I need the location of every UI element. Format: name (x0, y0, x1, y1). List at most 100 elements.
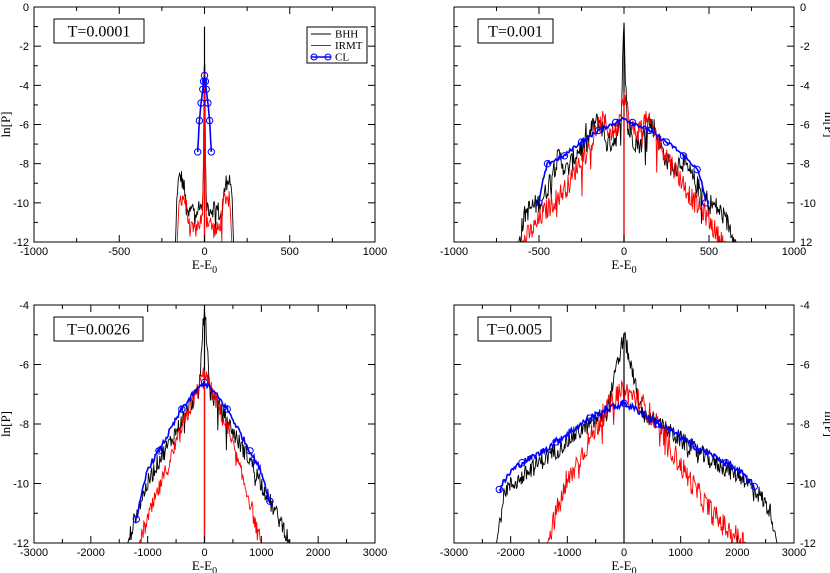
y-tick-label: -6 (800, 360, 810, 372)
panel-title: T=0.0001 (68, 24, 131, 41)
x-tick-label: 3000 (782, 547, 806, 559)
cl-marker (155, 447, 163, 455)
series-group (518, 22, 737, 242)
cl-marker (560, 152, 569, 160)
series-group (175, 26, 234, 242)
cl-marker (594, 126, 603, 135)
y-tick-label: -4 (800, 300, 810, 312)
cl-marker (200, 378, 209, 387)
y-tick-label: -2 (19, 41, 29, 53)
series-bhh-line (496, 331, 778, 543)
y-tick-label: -10 (800, 198, 816, 210)
x-tick-label: 2000 (306, 547, 330, 559)
y-tick-label: -4 (19, 300, 29, 312)
cl-marker (654, 420, 662, 428)
x-tick-label: 500 (700, 246, 718, 258)
x-tick-label: 500 (281, 246, 299, 258)
cl-marker (207, 148, 216, 156)
y-tick-label: -8 (19, 419, 29, 431)
x-tick-label: 1000 (668, 547, 692, 559)
series-cl-line (135, 380, 271, 519)
cl-marker (750, 482, 758, 491)
x-tick-label: -3000 (440, 547, 468, 559)
cl-marker (620, 399, 628, 407)
y-tick-label: -12 (13, 237, 29, 249)
x-tick-label: 1000 (363, 246, 387, 258)
cl-marker (266, 497, 274, 505)
series-cl-line (498, 399, 756, 493)
cl-marker (535, 199, 543, 207)
x-tick-label: 1000 (249, 547, 273, 559)
legend-label-cl: CL (335, 52, 349, 64)
y-axis-label: ln[P] (822, 112, 830, 138)
x-tick-label: -500 (108, 246, 130, 258)
x-tick-label: 0 (621, 547, 627, 559)
x-tick-label: 0 (201, 547, 207, 559)
panel-title: T=0.005 (487, 322, 542, 339)
x-tick-label: 0 (201, 246, 207, 258)
cl-marker (645, 126, 654, 135)
y-tick-label: -4 (800, 80, 810, 92)
y-tick-label: -12 (800, 538, 816, 550)
panel-2: -1000 -500 0 500 100012-10-8-6-4-20E-E0ln[P]… (440, 2, 830, 276)
cl-marker (201, 77, 210, 86)
y-tick-label: -10 (13, 198, 29, 210)
title-box (53, 316, 144, 342)
title-box (53, 18, 145, 44)
series-group (127, 305, 291, 543)
cl-marker (586, 414, 594, 422)
cl-marker (202, 85, 210, 94)
y-tick-label: 12 (800, 237, 812, 249)
panel-title: T=0.001 (488, 24, 543, 41)
y-tick-label: -6 (19, 360, 29, 372)
cl-marker (205, 116, 214, 125)
panel-4: -3000 -2000 -1000 0 1000 2000 3000-12 -10 -8 -6 -4… (440, 300, 830, 573)
title-box (477, 316, 552, 342)
panel-title: T=0.0026 (67, 322, 130, 339)
legend-marker-cl (310, 53, 318, 61)
cl-marker (246, 447, 254, 455)
cl-marker (178, 405, 186, 413)
legend-marker-cl (324, 53, 332, 61)
y-tick-label: -6 (800, 120, 810, 132)
x-axis-label: E-E0 (192, 257, 217, 276)
legend-label-bhh: BHH (335, 29, 358, 41)
cl-marker (611, 118, 620, 127)
cl-marker (195, 116, 204, 125)
y-tick-label: 0 (800, 2, 806, 14)
y-tick-label: -10 (800, 479, 816, 491)
series-cl-line (538, 116, 707, 205)
series-bhh-line (127, 308, 291, 543)
x-tick-label: -2000 (497, 547, 525, 559)
y-tick-label: 0 (23, 2, 29, 14)
cl-marker (688, 441, 696, 449)
x-tick-label: -1000 (20, 246, 48, 258)
y-axis-label: ln[P] (822, 411, 830, 437)
y-tick-label: -4 (19, 80, 29, 92)
cl-marker (701, 199, 710, 207)
y-tick-label: -12 (13, 538, 29, 550)
y-tick-label: -2 (800, 41, 810, 53)
x-axis-label: E-E0 (611, 558, 636, 573)
x-tick-label: -500 (528, 246, 550, 258)
panel-3: -3000 -2000 -1000 0 1000 2000 3000 -12 -10 -8 -6 -4… (0, 300, 387, 573)
cl-marker (722, 459, 730, 467)
cl-marker (662, 138, 671, 146)
x-tick-label: -1000 (134, 547, 162, 559)
cl-marker (132, 515, 141, 523)
cl-marker (495, 485, 503, 494)
cl-marker (204, 99, 212, 107)
cl-marker (543, 160, 552, 168)
x-tick-label: 1000 (782, 246, 806, 258)
y-tick-label: -8 (19, 159, 29, 171)
cl-marker (693, 165, 701, 174)
series-group (495, 331, 778, 543)
x-tick-label: -3000 (20, 547, 48, 559)
x-tick-label: -1000 (553, 547, 581, 559)
y-tick-label: -10 (13, 479, 29, 491)
cl-marker (194, 148, 202, 156)
y-tick-label: -8 (800, 159, 810, 171)
y-tick-label: -8 (800, 419, 810, 431)
series-irmt-line (138, 367, 262, 543)
